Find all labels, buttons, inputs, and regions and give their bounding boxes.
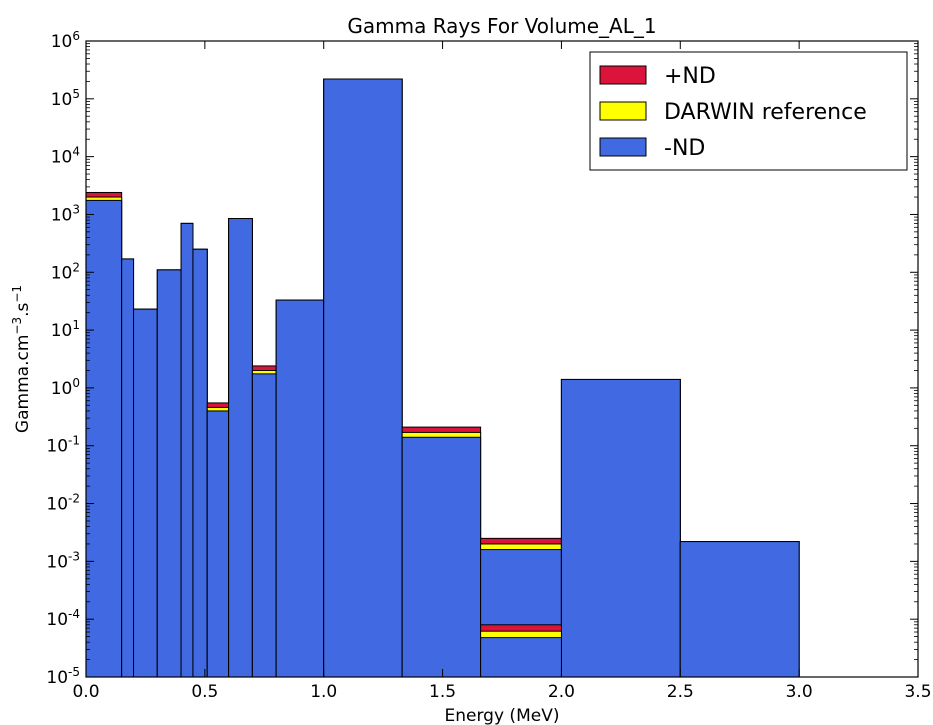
bar-minus-nd-14 bbox=[679, 541, 800, 678]
y-tick-base-3: 10 bbox=[46, 495, 68, 515]
y-tick-base-4: 10 bbox=[46, 437, 68, 457]
y-tick-base-1: 10 bbox=[46, 610, 68, 630]
y-axis-title-mid: .s bbox=[13, 303, 33, 317]
y-tick-exp-4: -1 bbox=[68, 434, 80, 448]
x-axis: 0.0 0.5 1.0 1.5 2.0 2.5 3.0 3.5 bbox=[72, 41, 932, 702]
y-tick-label-10: 105 bbox=[51, 87, 80, 110]
y-tick-exp-7: 2 bbox=[72, 260, 80, 274]
y-tick-base-9: 10 bbox=[51, 148, 73, 168]
x-tick-label-0: 0.0 bbox=[72, 682, 99, 702]
x-tick-label-5: 2.5 bbox=[667, 682, 694, 702]
y-tick-label-5: 100 bbox=[51, 376, 80, 399]
y-tick-base-7: 10 bbox=[51, 263, 73, 283]
legend-label-plus-nd: +ND bbox=[664, 64, 716, 89]
legend-label-minus-nd: -ND bbox=[664, 136, 705, 161]
y-tick-base-5: 10 bbox=[51, 379, 73, 399]
y-axis-title-sup1: −3 bbox=[10, 317, 24, 335]
y-tick-base-8: 10 bbox=[51, 205, 73, 225]
y-tick-exp-3: -2 bbox=[68, 492, 80, 506]
y-tick-label-6: 101 bbox=[51, 318, 80, 341]
y-tick-base-11: 10 bbox=[51, 32, 73, 52]
y-tick-base-6: 10 bbox=[51, 321, 73, 341]
bar-minus-nd-7 bbox=[228, 218, 253, 678]
x-tick-label-7: 3.5 bbox=[904, 682, 931, 702]
bar-minus-nd-8 bbox=[251, 373, 277, 678]
x-tick-label-6: 3.0 bbox=[786, 682, 813, 702]
bar-minus-nd-4 bbox=[180, 222, 194, 678]
y-axis: 10-510-410-310-210-110010110210310410510… bbox=[46, 29, 918, 688]
bar-minus-nd-3 bbox=[156, 269, 182, 678]
y-axis-title: Gamma.cm−3.s−1 bbox=[10, 285, 33, 433]
x-tick-label-1: 0.5 bbox=[191, 682, 218, 702]
y-tick-exp-0: -5 bbox=[68, 665, 80, 679]
y-tick-exp-1: -4 bbox=[68, 607, 80, 621]
legend-swatch-minus-nd bbox=[599, 137, 647, 157]
bar-minus-nd-9 bbox=[275, 299, 325, 678]
y-tick-base-0: 10 bbox=[46, 668, 68, 688]
legend-swatch-darwin bbox=[599, 101, 647, 121]
y-tick-base-10: 10 bbox=[51, 90, 73, 110]
y-tick-label-8: 103 bbox=[51, 202, 80, 225]
bar-minus-nd-11 bbox=[401, 436, 482, 678]
bar-minus-nd-0 bbox=[85, 199, 123, 678]
y-tick-label-11: 106 bbox=[51, 29, 80, 52]
y-tick-exp-9: 4 bbox=[72, 145, 80, 159]
y-tick-exp-6: 1 bbox=[72, 318, 80, 332]
bar-minus-nd-15 bbox=[480, 637, 562, 678]
y-tick-base-2: 10 bbox=[46, 552, 68, 572]
y-tick-label-4: 10-1 bbox=[46, 434, 80, 457]
legend: +ND DARWIN reference -ND bbox=[589, 51, 908, 171]
y-tick-exp-2: -3 bbox=[68, 549, 80, 563]
y-axis-title-main: Gamma.cm bbox=[13, 335, 33, 433]
bar-minus-nd-2 bbox=[133, 308, 158, 678]
x-tick-label-2: 1.0 bbox=[310, 682, 337, 702]
bar-minus-nd-5 bbox=[192, 248, 208, 678]
y-tick-exp-8: 3 bbox=[72, 202, 80, 216]
y-tick-exp-10: 5 bbox=[72, 87, 80, 101]
y-tick-label-7: 102 bbox=[51, 260, 80, 283]
y-tick-label-9: 104 bbox=[51, 145, 80, 168]
x-tick-label-4: 2.0 bbox=[548, 682, 575, 702]
bar-minus-nd-6 bbox=[206, 410, 230, 678]
bar-minus-nd-10 bbox=[323, 78, 403, 678]
y-tick-label-2: 10-3 bbox=[46, 549, 80, 572]
x-axis-title: Energy (MeV) bbox=[445, 706, 560, 725]
y-tick-label-3: 10-2 bbox=[46, 492, 80, 515]
chart-title: Gamma Rays For Volume_AL_1 bbox=[347, 14, 656, 38]
bar-minus-nd-1 bbox=[121, 258, 135, 678]
x-tick-label-3: 1.5 bbox=[429, 682, 456, 702]
plot-frame bbox=[85, 40, 919, 678]
bar-minus-nd-13 bbox=[560, 378, 681, 678]
legend-swatch-plus-nd bbox=[599, 65, 647, 85]
y-tick-exp-5: 0 bbox=[72, 376, 80, 390]
y-tick-label-1: 10-4 bbox=[46, 607, 80, 630]
y-axis-title-sup2: −1 bbox=[10, 285, 24, 303]
y-tick-exp-11: 6 bbox=[72, 29, 80, 43]
bars-group bbox=[85, 78, 800, 678]
y-tick-label-0: 10-5 bbox=[46, 665, 80, 688]
legend-label-darwin: DARWIN reference bbox=[664, 100, 867, 125]
